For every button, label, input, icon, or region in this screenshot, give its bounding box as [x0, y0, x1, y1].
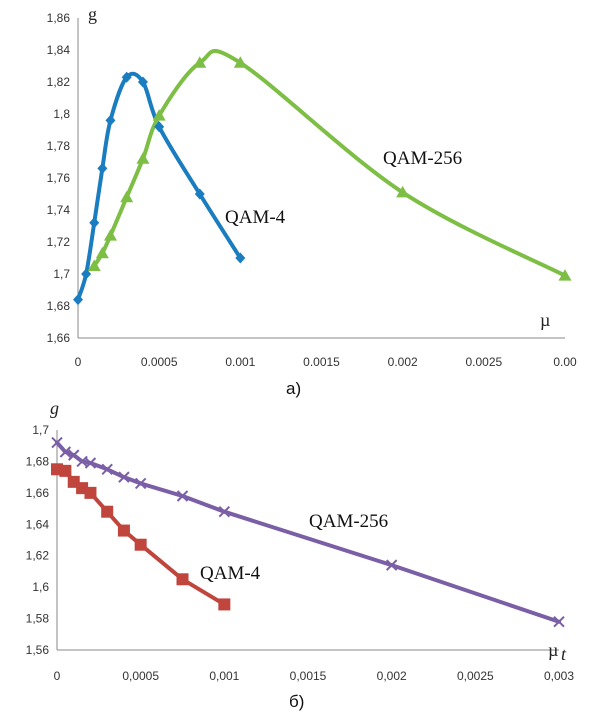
- data-point-qam-256: [120, 190, 134, 203]
- data-point-qam-256: [134, 477, 147, 490]
- data-point-qam-256: [396, 185, 410, 198]
- x-tick-label: 0: [75, 355, 82, 369]
- y-tick-label: 1,68: [47, 299, 71, 313]
- data-point-qam-4: [176, 573, 189, 586]
- data-point-qam-256: [233, 56, 247, 68]
- y-tick-label: 1,68: [26, 454, 50, 468]
- data-point-qam-256: [51, 436, 63, 449]
- data-point-qam-256: [152, 109, 166, 121]
- data-point-qam-256: [103, 229, 117, 241]
- data-point-qam-256: [87, 259, 101, 271]
- y-tick-label: 1,66: [47, 331, 71, 345]
- y-tick-label: 1,56: [26, 643, 50, 657]
- y-tick-label: 1,86: [47, 11, 71, 25]
- x-tick-label: 0.0025: [465, 355, 502, 369]
- data-point-qam-4: [73, 294, 83, 306]
- data-point-qam-4: [117, 524, 130, 537]
- chart-b: 1,56 1,58 1,6 1,62 1,64 1,66 1,68 1,7 0 0,0005 0,…: [26, 398, 575, 711]
- data-point-qam-256: [68, 449, 80, 461]
- x-tick-label: 0,0015: [290, 669, 327, 683]
- chart-a-series-lines: [76, 49, 567, 302]
- data-point-qam-256: [193, 56, 207, 68]
- chart-a-caption: а): [286, 379, 301, 398]
- y-tick-label: 1,78: [47, 139, 71, 153]
- y-tick-label: 1,72: [47, 235, 71, 249]
- data-point-qam-4: [101, 505, 114, 518]
- data-point-qam-256: [553, 616, 565, 628]
- y-tick-label: 1,6: [32, 580, 49, 594]
- y-tick-label: 1,8: [53, 107, 70, 121]
- chart-b-caption: б): [289, 692, 304, 711]
- y-tick-label: 1,64: [26, 517, 50, 531]
- data-point-qam-4: [235, 252, 246, 264]
- data-point-qam-4: [89, 217, 100, 229]
- data-point-qam-256: [136, 152, 150, 164]
- chart-a-x-axis-label: µ: [540, 310, 550, 330]
- series-line-qam-4: [76, 71, 243, 302]
- y-tick-label: 1,76: [47, 171, 71, 185]
- y-tick-label: 1,7: [32, 423, 49, 437]
- chart-a-y-axis-label: g: [88, 4, 97, 24]
- chart-b-series-label-qam-256: QAM-256: [309, 511, 388, 532]
- chart-b-y-tick-labels: 1,56 1,58 1,6 1,62 1,64 1,66 1,68 1,7: [26, 423, 50, 657]
- data-point-qam-256: [558, 269, 572, 281]
- data-point-qam-4: [194, 188, 205, 200]
- x-tick-label: 0,002: [377, 669, 407, 683]
- x-tick-label: 0.001: [225, 355, 255, 369]
- x-tick-label: 0,001: [209, 669, 239, 683]
- y-tick-label: 1,62: [26, 549, 50, 563]
- y-tick-label: 1,74: [47, 203, 71, 217]
- chart-a-series-label-qam-4: QAM-4: [225, 207, 286, 228]
- chart-b-series-label-qam-4: QAM-4: [200, 563, 261, 584]
- data-point-qam-4: [59, 464, 72, 477]
- data-point-qam-4: [218, 598, 231, 611]
- data-point-qam-256: [176, 490, 189, 502]
- y-tick-label: 1,7: [53, 267, 70, 281]
- data-point-qam-4: [84, 486, 97, 499]
- series-line-qam-256: [92, 49, 567, 278]
- data-point-qam-256: [84, 457, 97, 469]
- data-point-qam-4: [154, 121, 165, 133]
- y-tick-label: 1,66: [26, 486, 50, 500]
- data-point-qam-4: [97, 162, 108, 174]
- chart-b-x-tick-labels: 0 0,0005 0,001 0,0015 0,002 0,0025 0,003: [54, 669, 575, 683]
- x-tick-label: 0,0005: [122, 669, 159, 683]
- y-tick-label: 1,82: [47, 75, 71, 89]
- chart-b-y-axis-label: g: [50, 398, 59, 418]
- x-tick-label: 0.0015: [303, 355, 340, 369]
- data-point-qam-256: [385, 559, 398, 571]
- chart-b-x-axis-label: µ: [548, 640, 558, 660]
- data-point-qam-4: [134, 538, 147, 551]
- y-tick-label: 1,84: [47, 43, 71, 57]
- data-point-qam-256: [59, 446, 72, 458]
- x-tick-label: 0,003: [544, 669, 574, 683]
- chart-a: 1,66 1,68 1,7 1,72 1,74 1,76 1,78 1,8 1,82 1,84 1,…: [47, 4, 577, 398]
- x-tick-label: 0: [54, 669, 61, 683]
- chart-b-markers: [51, 436, 565, 628]
- x-tick-label: 0.0005: [141, 355, 178, 369]
- chart-b-series-lines: [55, 440, 561, 624]
- chart-b-x-axis-label-subscript: t: [561, 644, 567, 664]
- data-point-qam-4: [105, 114, 116, 126]
- data-point-qam-4: [121, 71, 132, 83]
- data-point-qam-256: [118, 471, 130, 483]
- x-tick-label: 0,0025: [457, 669, 494, 683]
- x-tick-label: 0.002: [388, 355, 418, 369]
- chart-a-y-tick-labels: 1,66 1,68 1,7 1,72 1,74 1,76 1,78 1,8 1,82 1,84 1,…: [47, 11, 71, 345]
- data-point-qam-256: [95, 246, 109, 259]
- x-tick-label: 0.00: [553, 355, 577, 369]
- chart-a-x-tick-labels: 0 0.0005 0.001 0.0015 0.002 0.0025 0.00: [75, 355, 577, 369]
- series-line-qam-256: [55, 440, 561, 624]
- data-point-qam-4: [137, 76, 148, 88]
- chart-a-series-label-qam-256: QAM-256: [383, 148, 462, 169]
- data-point-qam-4: [81, 268, 92, 280]
- chart-a-markers: [73, 56, 572, 306]
- y-tick-label: 1,58: [26, 612, 50, 626]
- data-point-qam-256: [101, 463, 113, 475]
- data-point-qam-256: [218, 506, 231, 518]
